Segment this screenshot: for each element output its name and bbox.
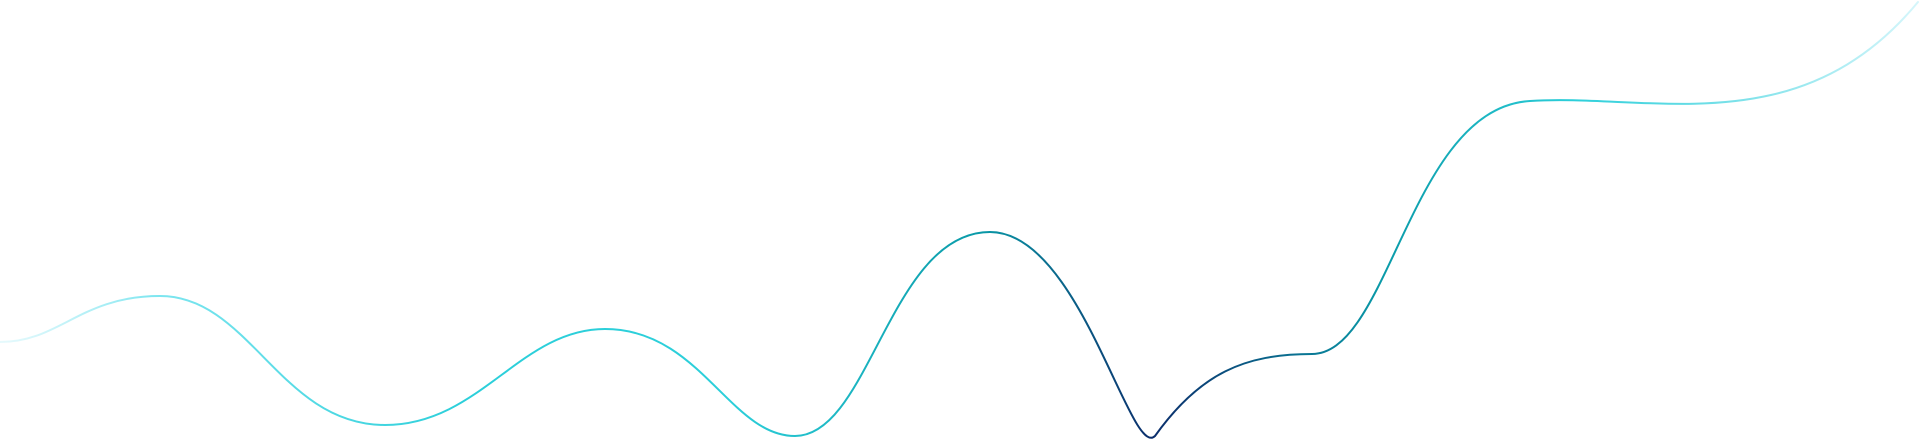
wave-line (0, 1, 1919, 439)
wave-line-icon (0, 1, 1919, 439)
decorative-wave-canvas (0, 1, 1919, 439)
